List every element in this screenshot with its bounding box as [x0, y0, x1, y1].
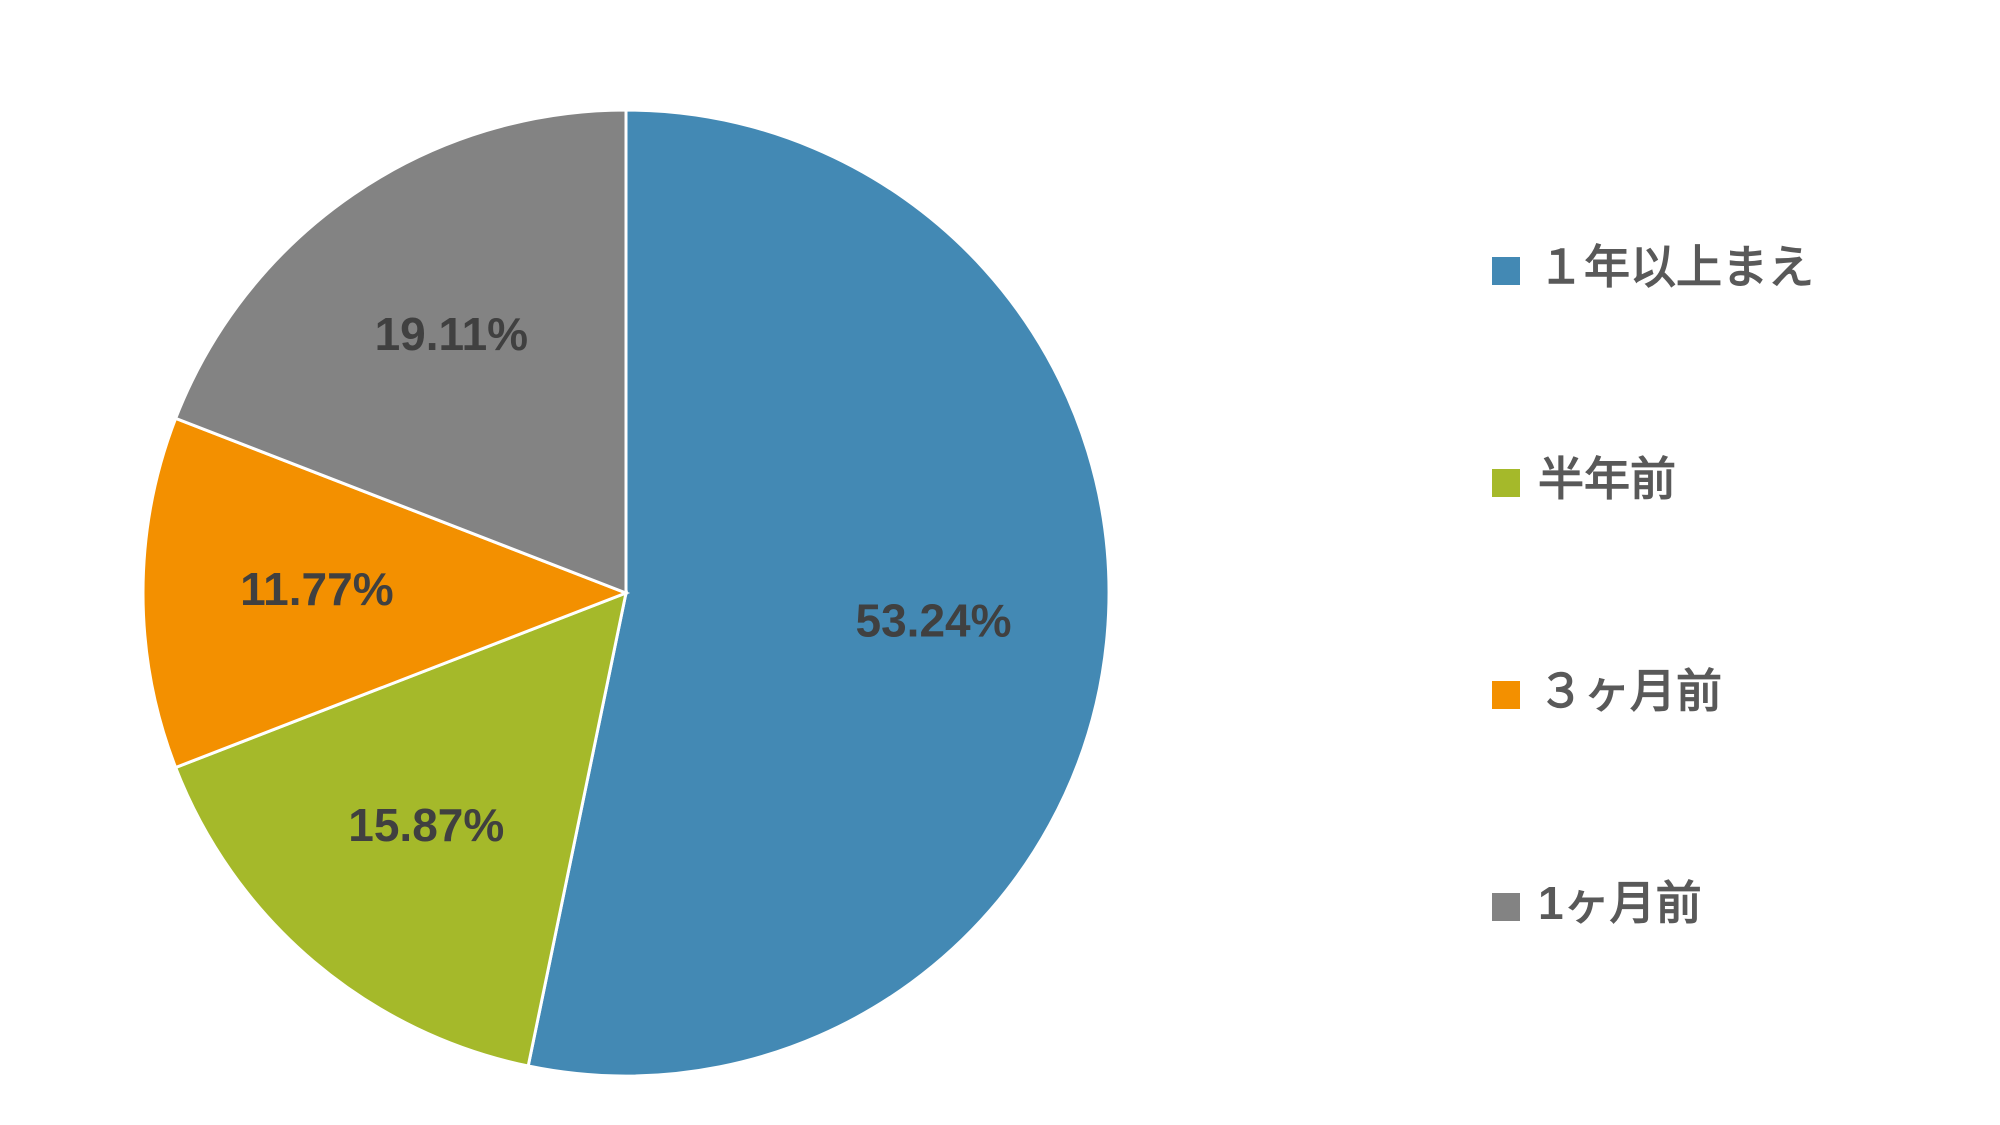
data-label: 11.77%: [240, 563, 393, 615]
pie-slice: [526, 108, 1111, 1078]
legend-swatch: [1492, 681, 1520, 709]
legend-swatch: [1492, 469, 1520, 497]
legend-label: ３ヶ月前: [1538, 665, 1722, 717]
pie-slice: [173, 108, 628, 596]
legend-label: 半年前: [1538, 453, 1676, 505]
data-label: 15.87%: [348, 799, 504, 851]
legend-swatch: [1492, 257, 1520, 285]
legend-label: 1ヶ月前: [1538, 877, 1702, 929]
pie-slice: [173, 590, 629, 1068]
data-label: 53.24%: [856, 595, 1012, 647]
pie-slice: [141, 416, 631, 770]
data-label: 19.11%: [375, 308, 528, 360]
legend-label: １年以上まえ: [1538, 241, 1814, 293]
legend-swatch: [1492, 893, 1520, 921]
